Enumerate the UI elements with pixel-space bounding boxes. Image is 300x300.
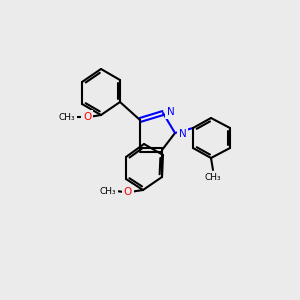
Text: CH₃: CH₃ xyxy=(59,112,75,122)
Text: O: O xyxy=(124,187,132,197)
Text: CH₃: CH₃ xyxy=(205,172,221,182)
Text: N: N xyxy=(167,107,175,117)
Text: N: N xyxy=(179,129,187,139)
Text: O: O xyxy=(83,112,91,122)
Text: CH₃: CH₃ xyxy=(100,187,116,196)
